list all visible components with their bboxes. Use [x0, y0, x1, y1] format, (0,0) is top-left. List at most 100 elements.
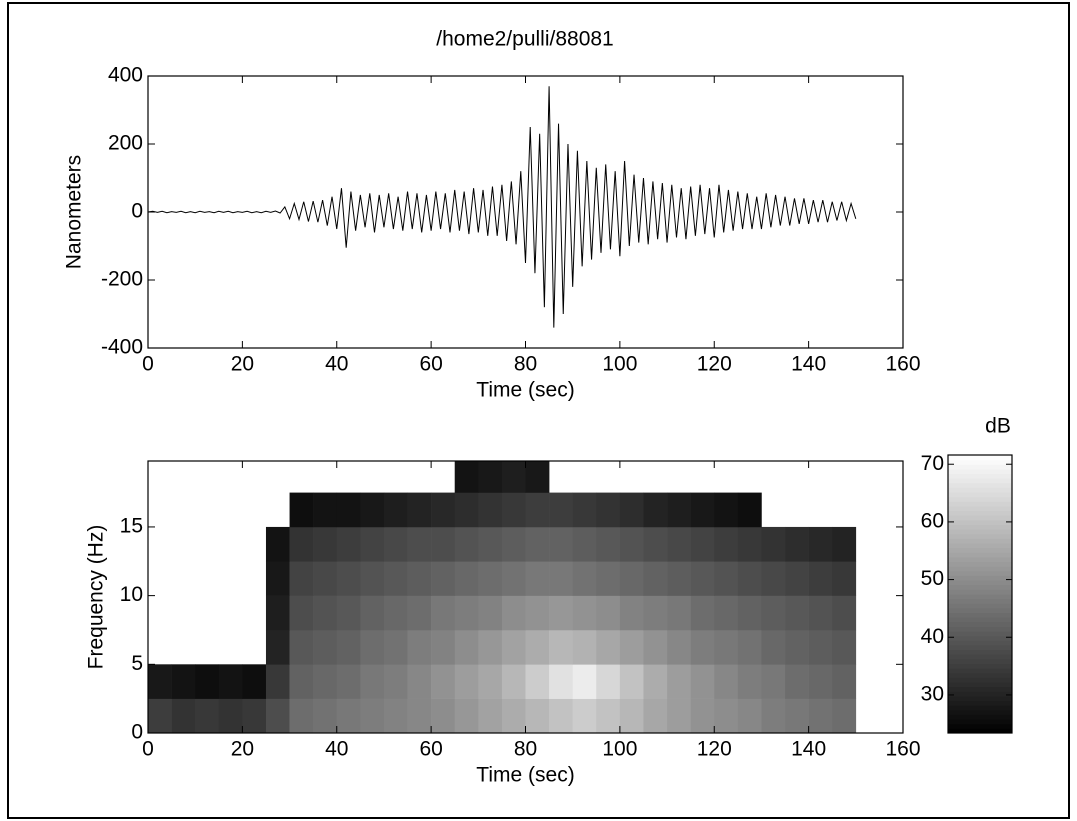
- colorbar-step: [948, 505, 1012, 512]
- colorbar-step: [948, 496, 1012, 502]
- cell: [501, 526, 526, 562]
- colorbar-step: [948, 695, 1012, 702]
- cell: [289, 561, 314, 596]
- x-tick-label: 160: [885, 353, 920, 376]
- cell: [596, 629, 621, 665]
- cell: [785, 664, 809, 699]
- cell: [148, 698, 172, 733]
- colorbar-step: [948, 543, 1012, 549]
- x-tick-label: 140: [791, 738, 826, 761]
- cell: [407, 561, 432, 596]
- cell: [501, 492, 526, 528]
- colorbar-tick-label: 70: [921, 452, 944, 475]
- waveform: [147, 86, 857, 328]
- colorbar-step: [948, 455, 1012, 461]
- cell: [832, 526, 857, 562]
- y-tick-label: 400: [108, 64, 143, 87]
- cell: [737, 664, 762, 699]
- x-tick-label: 80: [514, 353, 537, 376]
- x-tick-label: 100: [602, 738, 637, 761]
- cell: [832, 629, 857, 665]
- x-tick-label: 60: [419, 738, 442, 761]
- cell: [572, 526, 597, 562]
- colorbar-step: [948, 533, 1012, 539]
- heatmap-cells: [148, 461, 857, 733]
- cell: [265, 561, 290, 596]
- cell: [383, 561, 408, 596]
- cell: [549, 698, 573, 733]
- colorbar-step: [948, 515, 1012, 521]
- cell: [454, 664, 479, 699]
- cell: [289, 492, 314, 528]
- colorbar-step: [948, 561, 1012, 567]
- cell: [643, 664, 668, 699]
- x-tick-label: 80: [514, 738, 537, 761]
- colorbar-step: [948, 644, 1012, 651]
- colorbar-step: [948, 529, 1012, 535]
- cell: [549, 664, 573, 699]
- colorbar-step: [948, 580, 1012, 586]
- cell: [832, 561, 857, 596]
- y-tick-label: 10: [120, 583, 143, 606]
- cell: [336, 561, 361, 596]
- cell: [761, 595, 786, 631]
- cell: [667, 595, 691, 631]
- cell: [549, 561, 573, 596]
- cell: [832, 595, 857, 631]
- cell: [431, 629, 456, 665]
- x-tick-label: 0: [142, 738, 154, 761]
- cell: [667, 561, 691, 596]
- y-tick-label: -200: [101, 268, 143, 291]
- cell: [336, 698, 361, 733]
- cell: [171, 664, 196, 699]
- cell: [619, 664, 644, 699]
- colorbar-step: [948, 649, 1012, 655]
- cell: [431, 698, 456, 733]
- colorbar-step: [948, 566, 1012, 572]
- cell: [596, 561, 621, 596]
- cell: [454, 629, 479, 665]
- colorbar-step: [948, 640, 1012, 646]
- cell: [761, 664, 786, 699]
- colorbar-tick-label: 60: [921, 509, 944, 532]
- cell: [690, 664, 715, 699]
- cell: [383, 595, 408, 631]
- cell: [360, 526, 385, 562]
- colorbar-step: [948, 672, 1012, 678]
- cell: [619, 492, 644, 528]
- cell: [619, 561, 644, 596]
- colorbar-step: [948, 617, 1012, 623]
- cell: [478, 629, 503, 665]
- x-tick-label: 60: [419, 353, 442, 376]
- cell: [761, 526, 786, 562]
- cell: [785, 595, 809, 631]
- cell: [667, 664, 691, 699]
- colorbar-step: [948, 556, 1012, 563]
- cell: [785, 561, 809, 596]
- x-tick-label: 0: [142, 353, 154, 376]
- cell: [832, 698, 857, 733]
- x-tick-label: 120: [697, 738, 732, 761]
- colorbar-step: [948, 589, 1012, 595]
- colorbar-frame: [947, 454, 1013, 734]
- cell: [596, 526, 621, 562]
- colorbar-step: [948, 705, 1012, 711]
- colorbar-step: [948, 658, 1012, 664]
- cell: [454, 595, 479, 631]
- y-tick-label: 200: [108, 132, 143, 155]
- y-tick-label: -400: [101, 336, 143, 359]
- cell: [525, 561, 550, 596]
- colorbar-step: [948, 598, 1012, 604]
- cell: [643, 629, 668, 665]
- colorbar-tick-label: 50: [921, 567, 944, 590]
- cell: [643, 595, 668, 631]
- cell: [785, 526, 809, 562]
- cell: [360, 629, 385, 665]
- cell: [572, 595, 597, 631]
- cell: [313, 629, 338, 665]
- colorbar-step: [948, 478, 1012, 484]
- cell: [336, 629, 361, 665]
- x-axis-label: Time (sec): [476, 379, 574, 402]
- colorbar-step: [948, 626, 1012, 632]
